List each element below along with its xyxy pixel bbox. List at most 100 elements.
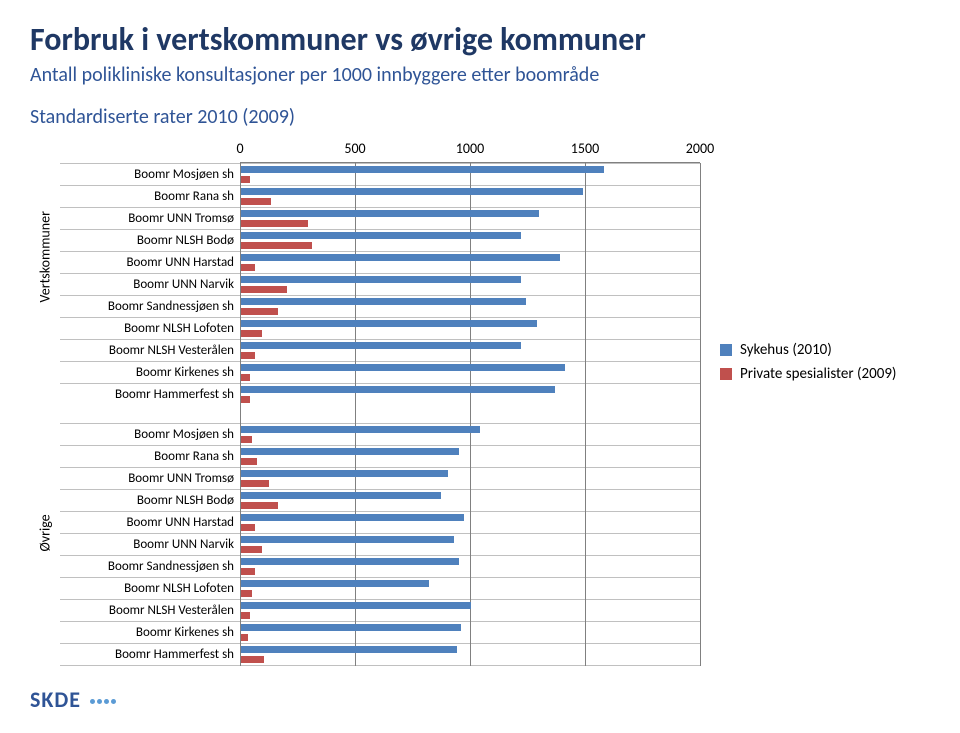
group-axis-labels: Vertskommuner Øvrige (30, 141, 60, 643)
chart-row: Boomr Kirkenes sh (60, 361, 700, 383)
bar-sykehus (241, 210, 539, 217)
x-tick: 1500 (571, 140, 599, 157)
row-plot (240, 490, 700, 511)
row-label: Boomr Hammerfest sh (60, 647, 240, 662)
chart-row: Boomr Sandnessjøen sh (60, 555, 700, 577)
row-plot (240, 468, 700, 489)
row-plot (240, 534, 700, 555)
row-label: Boomr UNN Narvik (60, 537, 240, 552)
row-label: Boomr UNN Tromsø (60, 211, 240, 226)
chart-row: Boomr NLSH Bodø (60, 489, 700, 511)
chart-row: Boomr Rana sh (60, 185, 700, 207)
chart-main: 0500100015002000 Boomr Mosjøen sh Boomr R… (60, 141, 700, 666)
row-plot (240, 512, 700, 533)
row-plot (240, 318, 700, 339)
x-axis-plot: 0500100015002000 (240, 140, 700, 163)
bar-sykehus (241, 448, 459, 455)
chart-row: Boomr Hammerfest sh (60, 643, 700, 666)
bar-private (241, 352, 255, 359)
row-label: Boomr Mosjøen sh (60, 427, 240, 442)
row-label: Boomr Mosjøen sh (60, 167, 240, 182)
bar-private (241, 330, 262, 337)
x-tick: 500 (344, 140, 365, 157)
x-axis: 0500100015002000 (60, 141, 700, 163)
bar-private (241, 396, 250, 403)
bar-sykehus (241, 254, 560, 261)
x-tick: 0 (236, 140, 243, 157)
bar-sykehus (241, 364, 565, 371)
chart-container: Vertskommuner Øvrige 0500100015002000 Boo… (30, 141, 930, 666)
group-label: Vertskommuner (37, 272, 54, 302)
bar-private (241, 198, 271, 205)
bar-sykehus (241, 470, 448, 477)
row-label: Boomr Sandnessjøen sh (60, 299, 240, 314)
bar-private (241, 546, 262, 553)
legend-item-private: Private spesialister (2009) (720, 365, 896, 383)
bar-sykehus (241, 492, 441, 499)
chart-row: Boomr UNN Harstad (60, 251, 700, 273)
chart-row: Boomr UNN Harstad (60, 511, 700, 533)
row-plot (240, 296, 700, 317)
row-plot (240, 252, 700, 273)
chart-row: Boomr Hammerfest sh (60, 383, 700, 405)
chart-row: Boomr UNN Narvik (60, 533, 700, 555)
bar-sykehus (241, 426, 480, 433)
bar-private (241, 502, 278, 509)
legend-item-sykehus: Sykehus (2010) (720, 341, 896, 359)
x-tick: 2000 (686, 140, 714, 157)
bar-private (241, 656, 264, 663)
plot-area: Boomr Mosjøen shBoomr Rana shBoomr UNN T… (60, 163, 700, 666)
bar-private (241, 176, 250, 183)
bar-sykehus (241, 580, 429, 587)
bar-sykehus (241, 558, 459, 565)
row-label: Boomr NLSH Vesterålen (60, 603, 240, 618)
row-plot (240, 340, 700, 361)
page-subhead: Standardiserte rater 2010 (2009) (30, 105, 930, 129)
bar-sykehus (241, 320, 537, 327)
bar-private (241, 590, 252, 597)
row-plot (240, 362, 700, 383)
bar-private (241, 374, 250, 381)
bar-private (241, 264, 255, 271)
row-label: Boomr NLSH Lofoten (60, 321, 240, 336)
row-label: Boomr Kirkenes sh (60, 365, 240, 380)
legend: Sykehus (2010) Private spesialister (200… (720, 341, 896, 389)
bar-sykehus (241, 386, 555, 393)
bar-private (241, 220, 308, 227)
row-plot (240, 274, 700, 295)
page-subtitle: Antall polikliniske konsultasjoner per 1… (30, 63, 930, 87)
chart-row: Boomr Mosjøen sh (60, 423, 700, 445)
row-plot (240, 578, 700, 599)
row-plot (240, 446, 700, 467)
row-label: Boomr UNN Harstad (60, 255, 240, 270)
bar-sykehus (241, 602, 471, 609)
bar-private (241, 308, 278, 315)
bar-private (241, 480, 269, 487)
logo-text: SKDE (30, 686, 81, 713)
chart-row: Boomr UNN Narvik (60, 273, 700, 295)
chart-row: Boomr Kirkenes sh (60, 621, 700, 643)
bar-private (241, 242, 312, 249)
row-plot (240, 622, 700, 643)
row-label: Boomr NLSH Bodø (60, 493, 240, 508)
row-label: Boomr Hammerfest sh (60, 387, 240, 402)
chart-row: Boomr Mosjøen sh (60, 163, 700, 185)
row-plot (240, 208, 700, 229)
bar-private (241, 458, 257, 465)
row-plot (240, 186, 700, 207)
chart-row: Boomr Sandnessjøen sh (60, 295, 700, 317)
row-label: Boomr NLSH Vesterålen (60, 343, 240, 358)
group-label: Øvrige (37, 521, 54, 551)
chart-row: Boomr UNN Tromsø (60, 467, 700, 489)
chart-row: Boomr UNN Tromsø (60, 207, 700, 229)
chart-row: Boomr NLSH Lofoten (60, 577, 700, 599)
row-plot (240, 600, 700, 621)
chart-row: Boomr Rana sh (60, 445, 700, 467)
row-plot (240, 164, 700, 185)
chart-row: Boomr NLSH Bodø (60, 229, 700, 251)
page-title: Forbruk i vertskommuner vs øvrige kommun… (30, 20, 930, 59)
row-label: Boomr Rana sh (60, 189, 240, 204)
row-plot (240, 644, 700, 665)
legend-label-sykehus: Sykehus (2010) (740, 341, 832, 359)
bar-private (241, 436, 252, 443)
